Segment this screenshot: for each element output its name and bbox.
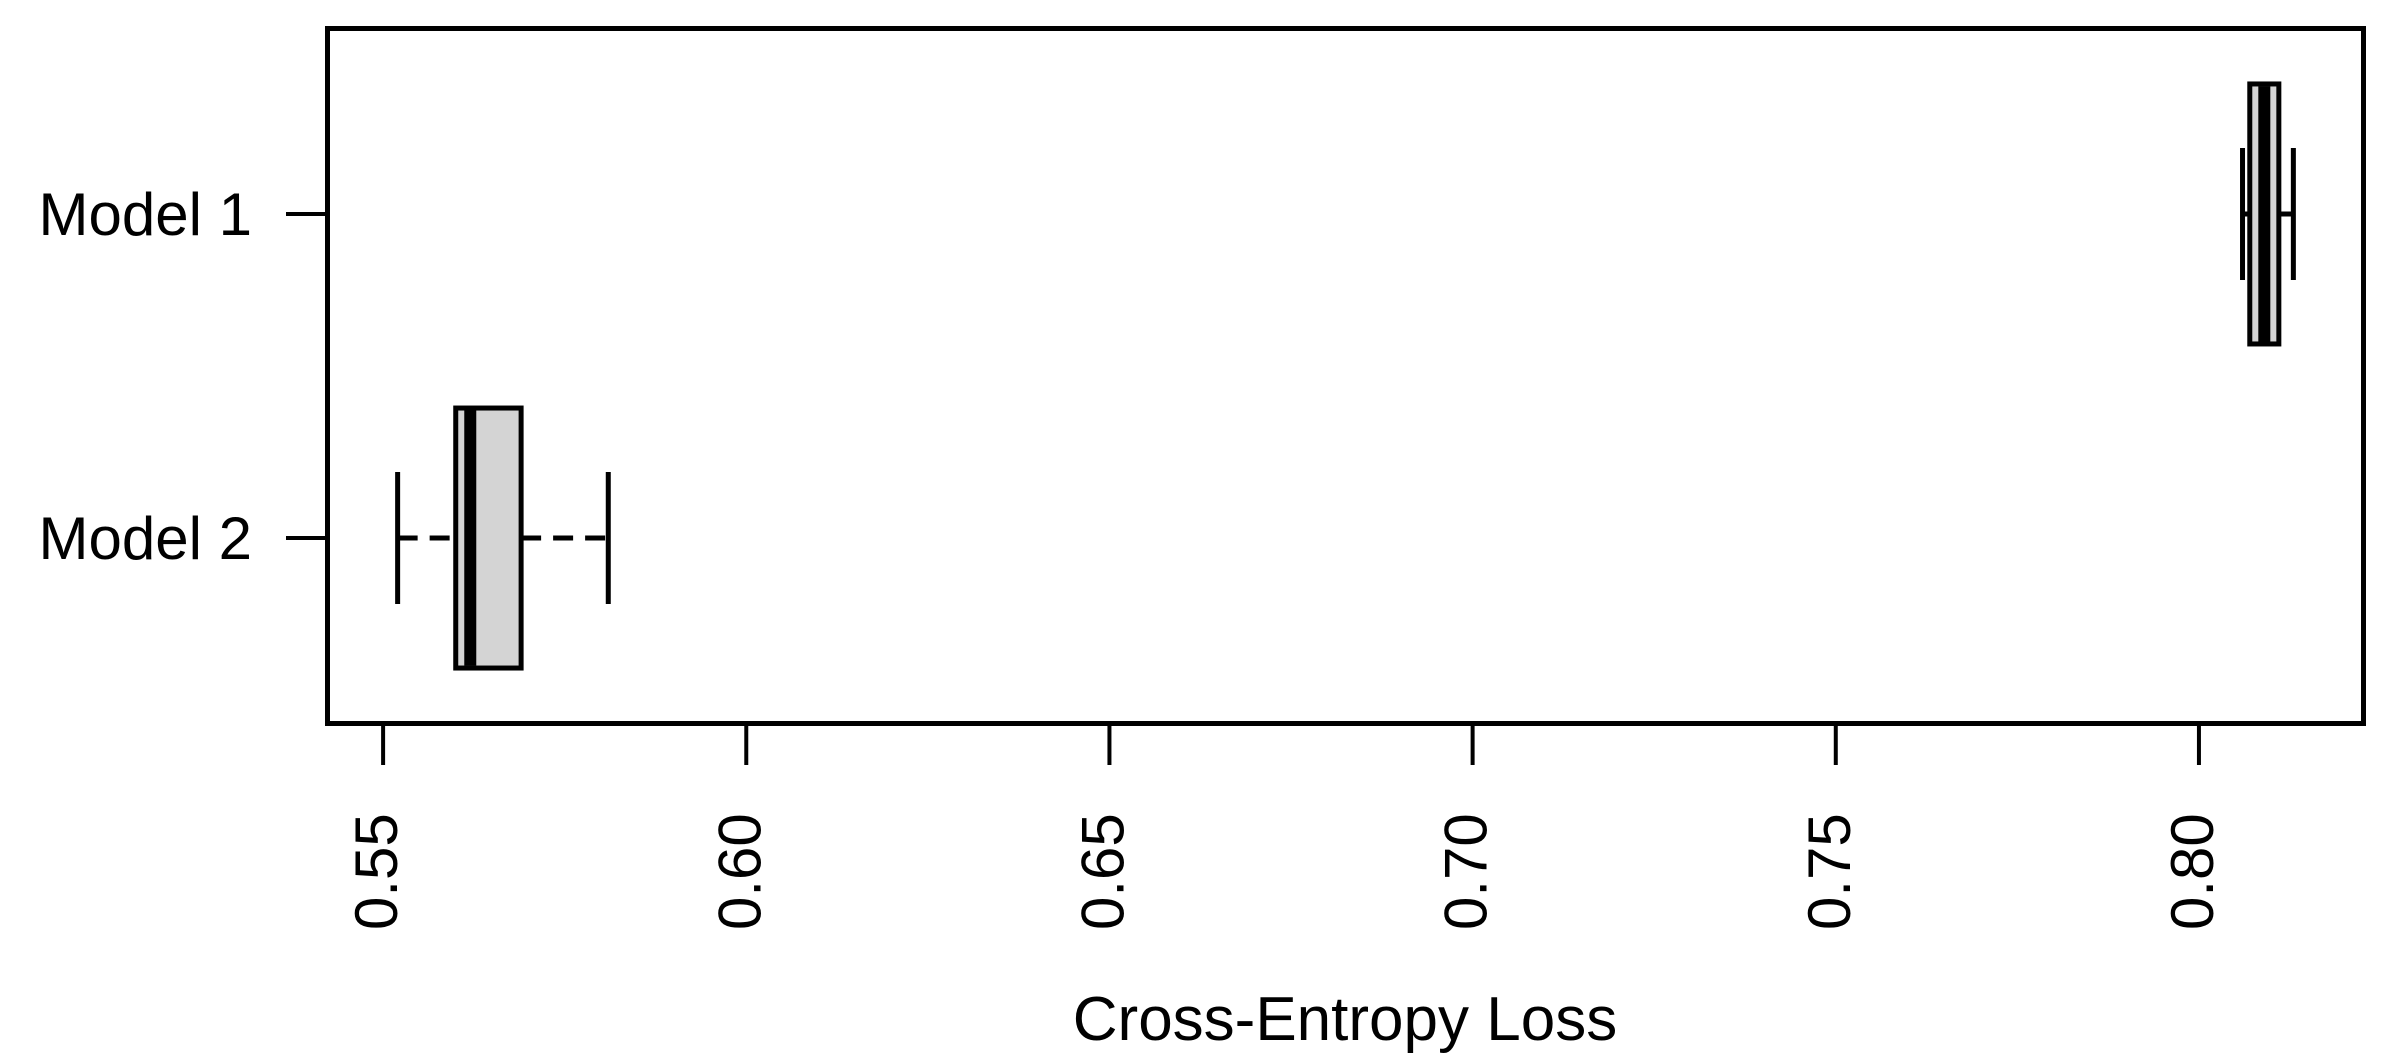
boxplot-model-1	[2240, 81, 2296, 347]
x-axis-title: Cross-Entropy Loss	[1073, 985, 1617, 1054]
x-tick-label: 0.55	[343, 813, 410, 930]
x-tick-label: 0.75	[1796, 813, 1863, 930]
x-axis-ticks	[381, 726, 2201, 765]
x-axis-tick-labels: 0.55 0.60 0.65 0.70 0.75 0.80	[343, 813, 2226, 930]
y-axis-ticks	[286, 211, 325, 541]
y-axis-category-labels: Model 1 Model 2	[39, 181, 252, 572]
plot-border	[325, 26, 2366, 726]
boxplot-series	[395, 81, 2296, 671]
x-tick-label: 0.65	[1069, 813, 1136, 930]
x-tick-label: 0.80	[2159, 813, 2226, 930]
x-tick-label: 0.70	[1433, 813, 1500, 930]
y-category-label: Model 2	[39, 505, 252, 572]
x-tick-label: 0.60	[706, 813, 773, 930]
y-category-label: Model 1	[39, 181, 252, 248]
boxplot-model-2	[395, 405, 611, 671]
